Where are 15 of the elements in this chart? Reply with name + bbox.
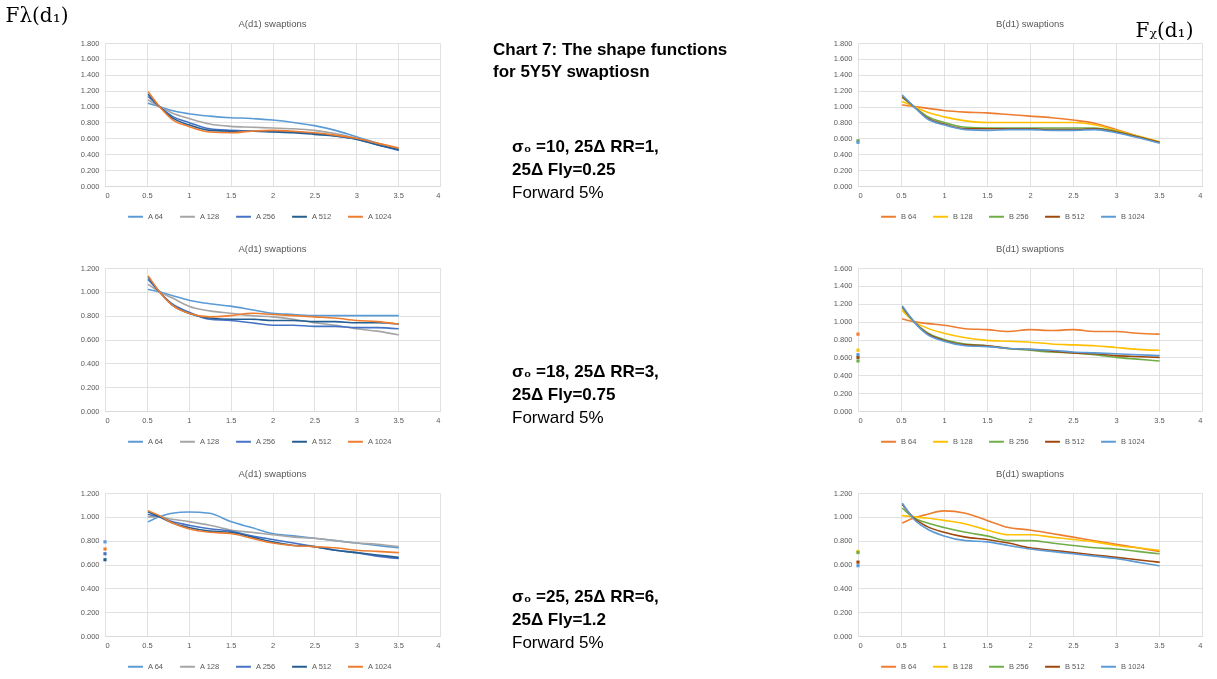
chart-title: B(d1) swaptions — [995, 243, 1065, 254]
chart-title: B(d1) swaptions — [995, 468, 1065, 479]
chart-title: A(d1) swaptions — [238, 468, 307, 479]
y-axis-title: Fλ(d₁) — [5, 2, 69, 27]
text: σ₀ =10, 25Δ RR=1, 25Δ Fly=0.25 — [512, 137, 659, 179]
caption: Chart 7: The shape functions for 5Y5Y swaptiosn — [493, 40, 728, 81]
chart-title: A(d1) swaptions — [238, 243, 307, 254]
text: σ₀ =18, 25Δ RR=3, 25Δ Fly=0.75 — [512, 362, 659, 404]
y-axis-title: Fᵪ(d₁) — [1135, 17, 1194, 42]
chart-title: A(d1) swaptions — [238, 18, 307, 29]
text: Forward 5% — [512, 183, 604, 202]
text: σ₀ =25, 25Δ RR=6, 25Δ Fly=1.2 — [512, 587, 659, 629]
text: Forward 5% — [512, 633, 604, 652]
text: Forward 5% — [512, 408, 604, 427]
chart-title: B(d1) swaptions — [995, 18, 1065, 29]
